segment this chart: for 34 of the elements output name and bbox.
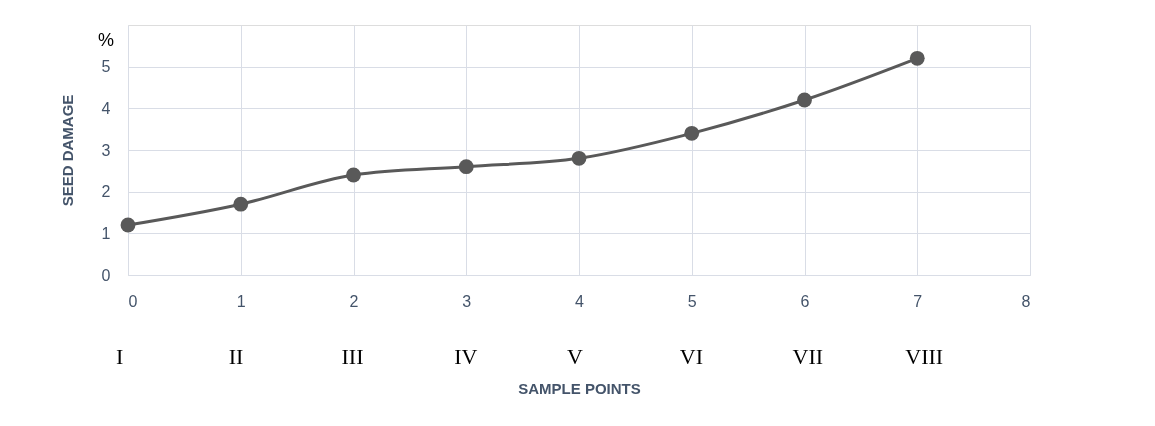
point bbox=[346, 167, 361, 183]
text: VIII bbox=[905, 344, 944, 369]
text: VII bbox=[792, 344, 824, 369]
point bbox=[797, 92, 812, 108]
point bbox=[233, 196, 249, 212]
x-tick-label: 1 bbox=[236, 292, 246, 310]
y-tick-label: 1 bbox=[101, 224, 111, 242]
point bbox=[909, 50, 925, 66]
y-tick-label: 4 bbox=[101, 99, 111, 117]
y-tick-label: 5 bbox=[101, 58, 111, 76]
x-tick-label: 6 bbox=[800, 292, 810, 310]
point bbox=[458, 159, 474, 175]
text: VI bbox=[679, 344, 703, 369]
x-tick-label: 4 bbox=[575, 292, 585, 310]
x-tick-label: 7 bbox=[913, 292, 923, 310]
text: IV bbox=[454, 344, 478, 369]
text: % bbox=[97, 30, 115, 50]
text: I bbox=[116, 344, 124, 369]
text: II bbox=[228, 344, 244, 369]
point bbox=[571, 150, 587, 166]
point bbox=[684, 125, 700, 141]
x-tick-label: 2 bbox=[349, 292, 359, 310]
y-tick-label: 0 bbox=[101, 266, 111, 284]
x-tick-label: 3 bbox=[462, 292, 472, 310]
x-axis-title: SAMPLE POINTS bbox=[518, 379, 641, 397]
x-tick-label: 5 bbox=[687, 292, 697, 310]
text: III bbox=[341, 344, 364, 369]
x-tick-label: 0 bbox=[128, 292, 138, 310]
y-tick-label: 2 bbox=[101, 183, 111, 201]
text: V bbox=[567, 344, 583, 369]
y-tick-label: 3 bbox=[101, 141, 111, 159]
point bbox=[120, 217, 136, 233]
x-tick-label: 8 bbox=[1021, 292, 1031, 310]
y-axis-title: SEED DAMAGE bbox=[58, 94, 76, 207]
